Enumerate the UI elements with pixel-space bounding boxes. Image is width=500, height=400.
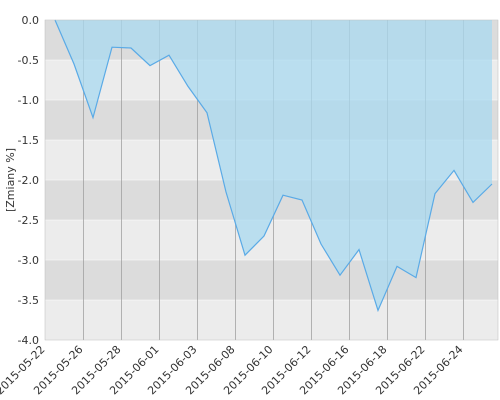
y-tick-label: 0.0 xyxy=(22,14,40,27)
grid-band xyxy=(45,220,498,260)
y-tick-label: -1.0 xyxy=(18,94,39,107)
plot-border xyxy=(44,19,499,341)
y-tick-label: -3.5 xyxy=(18,294,39,307)
y-axis-label: [Zmiany %] xyxy=(4,148,17,212)
y-tick-label: -3.0 xyxy=(18,254,39,267)
grid-band xyxy=(45,260,498,300)
grid-band xyxy=(45,300,498,340)
line xyxy=(54,19,493,313)
y-tick-label: -2.5 xyxy=(18,214,39,227)
y-tick-label: -2.0 xyxy=(18,174,39,187)
y-tick-label: -0.5 xyxy=(18,54,39,67)
area-fill xyxy=(55,20,492,311)
y-tick-label: -4.0 xyxy=(18,334,39,347)
y-tick-label: -1.5 xyxy=(18,134,39,147)
